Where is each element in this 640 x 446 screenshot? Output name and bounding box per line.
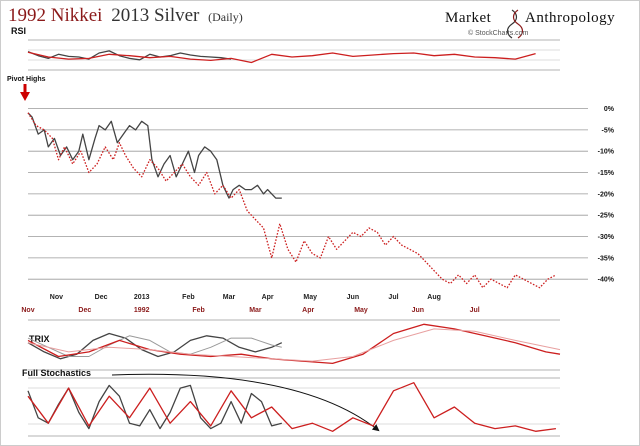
- chart-title: 1992 Nikkei 2013 Silver (Daily): [8, 5, 243, 26]
- silver-xtick-label: May: [303, 294, 317, 301]
- brand-logo-icon: [506, 9, 524, 39]
- trix-series-2: [27, 323, 561, 365]
- nikkei-xtick-label: Dec: [78, 307, 91, 314]
- stochastics-series-1: [27, 382, 556, 432]
- rsi-series-1: [27, 51, 536, 64]
- price-ytick-label: -10%: [598, 149, 615, 156]
- stoch-label: Full Stochastics: [22, 368, 91, 378]
- rsi-label: RSI: [11, 26, 26, 36]
- price-series-1: [27, 112, 557, 289]
- silver-xtick-label: Mar: [223, 294, 236, 301]
- pivot-highs-label: Pivot Highs: [7, 76, 46, 83]
- rsi-series-0: [27, 50, 232, 61]
- nikkei-xtick-label: Jun: [412, 307, 424, 314]
- trix-series-0: [27, 332, 283, 360]
- trix-series-3: [27, 328, 561, 362]
- silver-xtick-label: Feb: [182, 294, 194, 301]
- nikkei-xtick-label: Jul: [470, 307, 480, 314]
- price-ytick-label: -25%: [598, 213, 615, 220]
- brand-right: Anthropology: [525, 10, 615, 26]
- silver-xtick-label: Jul: [388, 294, 398, 301]
- silver-xtick-label: Aug: [427, 294, 441, 301]
- price-ytick-label: -35%: [598, 255, 615, 262]
- source-credit: © StockCharts.com: [468, 29, 529, 37]
- price-gridlines: [28, 108, 588, 280]
- title-silver: 2013 Silver: [111, 5, 200, 26]
- pivot-arrow-icon: [20, 84, 30, 101]
- nikkei-xtick-label: Feb: [192, 307, 204, 314]
- price-ytick-label: -30%: [598, 234, 615, 241]
- silver-xtick-label: Apr: [262, 294, 274, 301]
- trix-series-1: [27, 335, 282, 357]
- divergence-arrow: [111, 373, 380, 432]
- brand-left: Market: [445, 10, 492, 26]
- nikkei-xtick-label: 1992: [134, 307, 150, 314]
- price-ytick-label: -5%: [602, 127, 615, 134]
- price-ytick-label: -15%: [598, 170, 615, 177]
- price-series-0: [27, 112, 282, 199]
- trix-label: TRIX: [29, 334, 50, 344]
- nikkei-xtick-label: Mar: [249, 307, 262, 314]
- title-nikkei: 1992 Nikkei: [8, 5, 102, 26]
- rsi-panel-frame: [28, 39, 560, 71]
- chart-marks: [27, 50, 561, 432]
- price-ytick-label: -40%: [598, 277, 615, 284]
- nikkei-xtick-label: Nov: [21, 307, 34, 314]
- silver-xtick-label: Dec: [95, 294, 108, 301]
- nikkei-xtick-label: May: [354, 307, 368, 314]
- silver-xtick-label: Jun: [347, 294, 359, 301]
- title-suffix: (Daily): [208, 10, 243, 24]
- stoch-panel-frame: [28, 377, 560, 437]
- nikkei-xtick-label: Apr: [302, 307, 314, 314]
- trix-panel-frame: [28, 319, 560, 371]
- price-ytick-label: 0%: [604, 106, 615, 113]
- price-ytick-label: -20%: [598, 191, 615, 198]
- silver-xtick-label: Nov: [50, 294, 63, 301]
- silver-xtick-label: 2013: [134, 294, 150, 301]
